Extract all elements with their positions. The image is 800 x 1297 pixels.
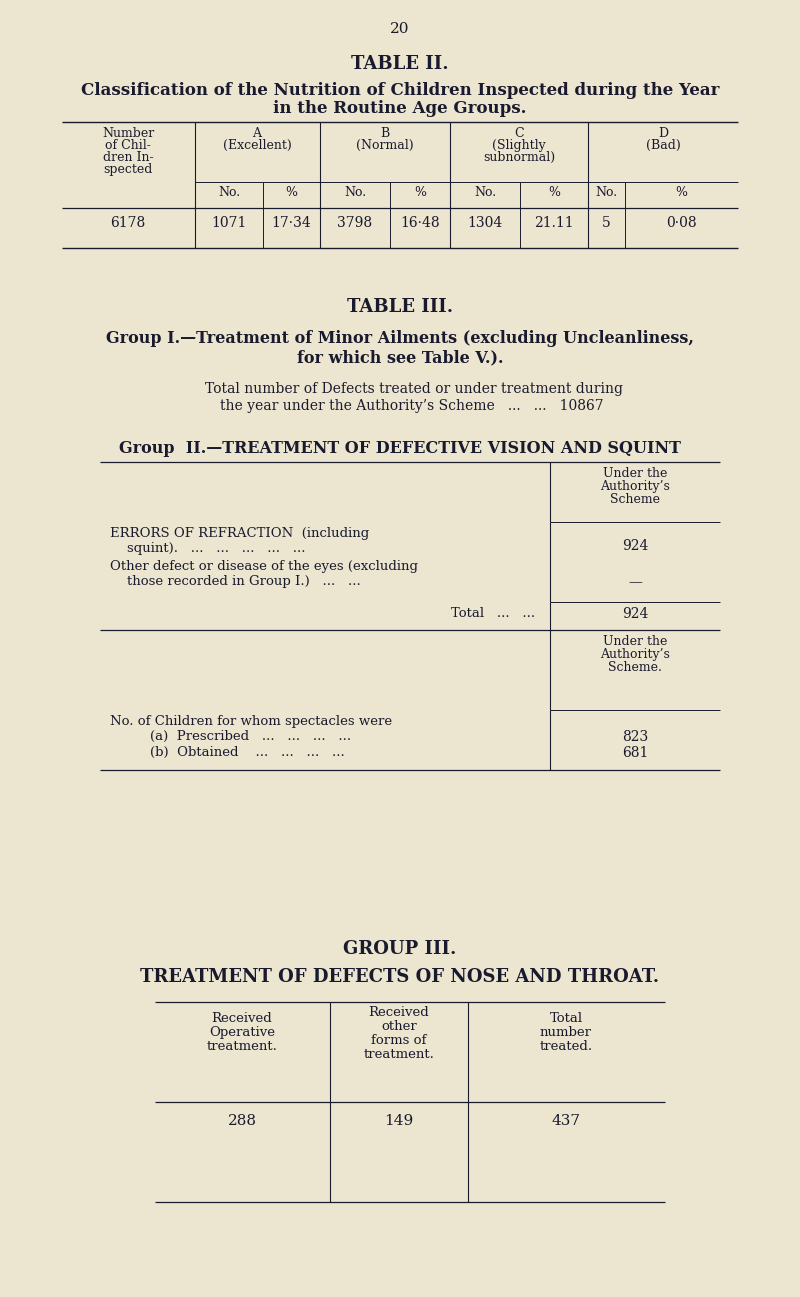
- Text: 437: 437: [551, 1114, 581, 1128]
- Text: Total number of Defects treated or under treatment during: Total number of Defects treated or under…: [205, 383, 623, 396]
- Text: %: %: [675, 185, 687, 198]
- Text: Other defect or disease of the eyes (excluding: Other defect or disease of the eyes (exc…: [110, 560, 418, 573]
- Text: treated.: treated.: [539, 1040, 593, 1053]
- Text: No.: No.: [344, 185, 366, 198]
- Text: those recorded in Group I.)   ...   ...: those recorded in Group I.) ... ...: [110, 575, 361, 588]
- Text: 6178: 6178: [110, 217, 146, 230]
- Text: forms of: forms of: [371, 1034, 426, 1047]
- Text: No.: No.: [218, 185, 240, 198]
- Text: No. of Children for whom spectacles were: No. of Children for whom spectacles were: [110, 715, 392, 728]
- Text: %: %: [285, 185, 297, 198]
- Text: Scheme.: Scheme.: [608, 661, 662, 674]
- Text: treatment.: treatment.: [363, 1048, 434, 1061]
- Text: (Slightly: (Slightly: [492, 139, 546, 152]
- Text: (a)  Prescribed   ...   ...   ...   ...: (a) Prescribed ... ... ... ...: [150, 730, 351, 743]
- Text: 0·08: 0·08: [666, 217, 696, 230]
- Text: A: A: [253, 127, 262, 140]
- Text: TABLE II.: TABLE II.: [351, 54, 449, 73]
- Text: spected: spected: [103, 163, 153, 176]
- Text: TREATMENT OF DEFECTS OF NOSE AND THROAT.: TREATMENT OF DEFECTS OF NOSE AND THROAT.: [141, 968, 659, 986]
- Text: C: C: [514, 127, 524, 140]
- Text: subnormal): subnormal): [483, 150, 555, 163]
- Text: 20: 20: [390, 22, 410, 36]
- Text: 823: 823: [622, 730, 648, 744]
- Text: treatment.: treatment.: [206, 1040, 278, 1053]
- Text: ERRORS OF REFRACTION  (including: ERRORS OF REFRACTION (including: [110, 527, 370, 540]
- Text: 17·34: 17·34: [271, 217, 311, 230]
- Text: Under the: Under the: [603, 636, 667, 648]
- Text: number: number: [540, 1026, 592, 1039]
- Text: No.: No.: [474, 185, 496, 198]
- Text: other: other: [381, 1019, 417, 1032]
- Text: Group  II.—TREATMENT OF DEFECTIVE VISION AND SQUINT: Group II.—TREATMENT OF DEFECTIVE VISION …: [119, 440, 681, 457]
- Text: 1071: 1071: [211, 217, 246, 230]
- Text: GROUP III.: GROUP III.: [343, 940, 457, 958]
- Text: %: %: [548, 185, 560, 198]
- Text: B: B: [380, 127, 390, 140]
- Text: (Bad): (Bad): [646, 139, 680, 152]
- Text: 924: 924: [622, 540, 648, 553]
- Text: (Excellent): (Excellent): [222, 139, 291, 152]
- Text: for which see Table V.).: for which see Table V.).: [297, 349, 503, 366]
- Text: Received: Received: [212, 1012, 272, 1025]
- Text: Under the: Under the: [603, 467, 667, 480]
- Text: Scheme: Scheme: [610, 493, 660, 506]
- Text: 3798: 3798: [338, 217, 373, 230]
- Text: 681: 681: [622, 746, 648, 760]
- Text: (Normal): (Normal): [356, 139, 414, 152]
- Text: 924: 924: [622, 607, 648, 621]
- Text: TABLE III.: TABLE III.: [347, 298, 453, 316]
- Text: —: —: [628, 575, 642, 589]
- Text: %: %: [414, 185, 426, 198]
- Text: Group I.—Treatment of Minor Ailments (excluding Uncleanliness,: Group I.—Treatment of Minor Ailments (ex…: [106, 329, 694, 348]
- Text: dren In-: dren In-: [102, 150, 154, 163]
- Text: of Chil-: of Chil-: [105, 139, 151, 152]
- Text: 21.11: 21.11: [534, 217, 574, 230]
- Text: 5: 5: [602, 217, 610, 230]
- Text: Received: Received: [369, 1006, 430, 1019]
- Text: 288: 288: [227, 1114, 257, 1128]
- Text: Operative: Operative: [209, 1026, 275, 1039]
- Text: Number: Number: [102, 127, 154, 140]
- Text: 16·48: 16·48: [400, 217, 440, 230]
- Text: 1304: 1304: [467, 217, 502, 230]
- Text: the year under the Authority’s Scheme   ...   ...   10867: the year under the Authority’s Scheme ..…: [220, 399, 604, 412]
- Text: Authority’s: Authority’s: [600, 480, 670, 493]
- Text: Total   ...   ...: Total ... ...: [451, 607, 535, 620]
- Text: Authority’s: Authority’s: [600, 648, 670, 661]
- Text: in the Routine Age Groups.: in the Routine Age Groups.: [274, 100, 526, 117]
- Text: Classification of the Nutrition of Children Inspected during the Year: Classification of the Nutrition of Child…: [81, 82, 719, 99]
- Text: 149: 149: [384, 1114, 414, 1128]
- Text: D: D: [658, 127, 668, 140]
- Text: (b)  Obtained    ...   ...   ...   ...: (b) Obtained ... ... ... ...: [150, 746, 345, 759]
- Text: squint).   ...   ...   ...   ...   ...: squint). ... ... ... ... ...: [110, 542, 306, 555]
- Text: Total: Total: [550, 1012, 582, 1025]
- Text: No.: No.: [595, 185, 617, 198]
